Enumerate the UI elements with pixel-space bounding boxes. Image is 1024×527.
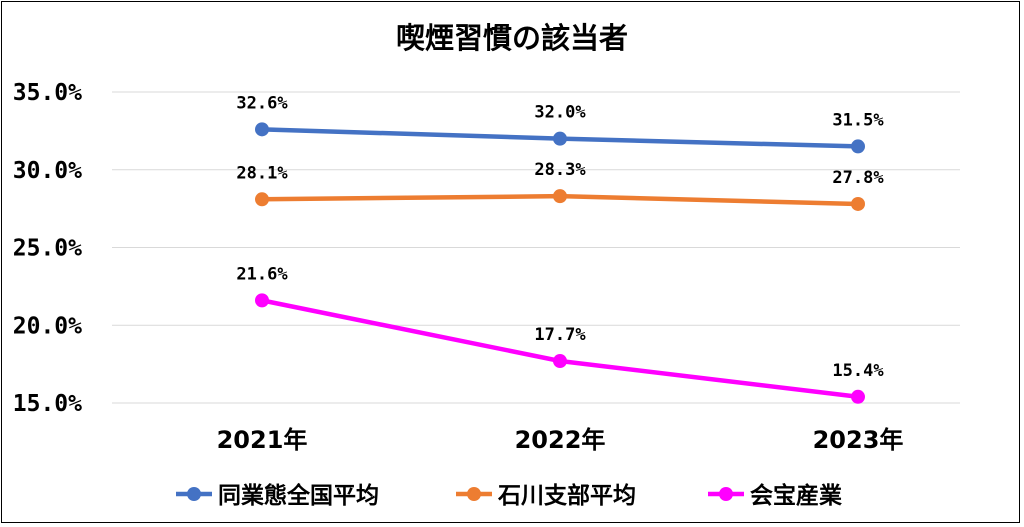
legend-marker bbox=[719, 487, 733, 501]
data-label: 17.7% bbox=[534, 325, 586, 345]
data-label: 28.1% bbox=[236, 163, 288, 183]
legend-marker bbox=[467, 487, 481, 501]
data-label: 21.6% bbox=[236, 264, 288, 284]
data-label: 31.5% bbox=[832, 110, 884, 130]
data-label: 15.4% bbox=[832, 361, 884, 381]
data-label: 32.6% bbox=[236, 93, 288, 113]
chart-title: 喫煙習慣の該当者 bbox=[396, 21, 628, 55]
data-label: 28.3% bbox=[534, 160, 586, 180]
x-tick-label: 2021年 bbox=[217, 426, 308, 454]
data-labels: 32.6% 32.0% 31.5% 28.1% 28.3% 27.8% 21.6% 17.7%… bbox=[236, 93, 884, 380]
y-tick-label: 15.0% bbox=[13, 391, 82, 417]
legend-label: 石川支部平均 bbox=[497, 482, 636, 509]
data-point bbox=[255, 293, 269, 308]
gridlines bbox=[112, 91, 960, 404]
legend-label: 会宝産業 bbox=[750, 482, 843, 509]
data-point bbox=[255, 192, 269, 207]
y-tick-label: 30.0% bbox=[13, 158, 82, 184]
data-point bbox=[255, 122, 269, 137]
data-point bbox=[851, 196, 865, 211]
y-tick-label: 35.0% bbox=[13, 80, 82, 106]
y-tick-label: 20.0% bbox=[13, 313, 82, 339]
legend-label: 同業態全国平均 bbox=[218, 482, 379, 509]
data-point bbox=[553, 131, 567, 146]
series-line bbox=[259, 298, 861, 400]
data-label: 32.0% bbox=[534, 103, 586, 123]
y-tick-label: 25.0% bbox=[13, 236, 82, 262]
x-tick-label: 2022年 bbox=[515, 426, 606, 454]
y-axis-ticks: 35.0% 30.0% 25.0% 20.0% 15.0% bbox=[13, 80, 82, 417]
legend: 同業態全国平均 石川支部平均 会宝産業 bbox=[176, 482, 843, 509]
data-point bbox=[553, 189, 567, 204]
legend-marker bbox=[187, 487, 201, 501]
x-axis-ticks: 2021年 2022年 2023年 bbox=[217, 426, 904, 454]
data-point bbox=[851, 389, 865, 404]
data-point bbox=[851, 139, 865, 154]
data-label: 27.8% bbox=[832, 168, 884, 188]
x-tick-label: 2023年 bbox=[813, 426, 904, 454]
data-point bbox=[553, 354, 567, 369]
series-layer bbox=[255, 122, 865, 404]
